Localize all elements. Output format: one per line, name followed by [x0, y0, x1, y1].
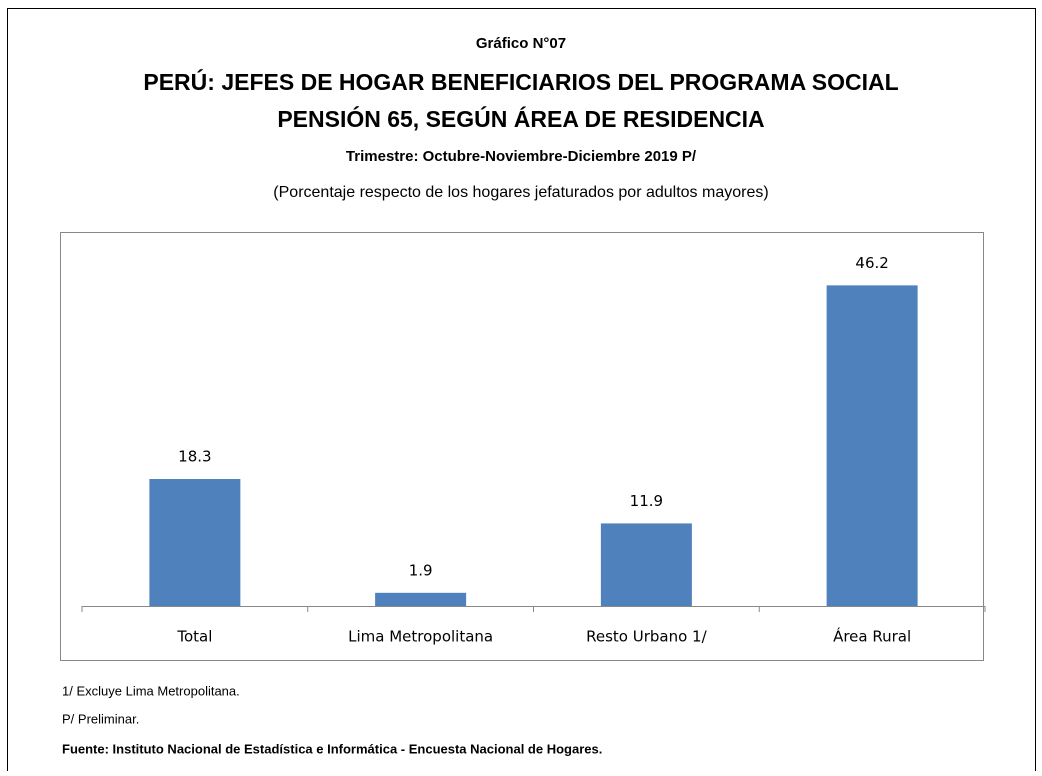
chart-note: (Porcentaje respecto de los hogares jefa…	[273, 184, 768, 201]
bar	[826, 285, 918, 606]
x-tick-label: Lima Metropolitana	[348, 628, 493, 646]
x-tick-label: Área Rural	[833, 627, 911, 646]
chart-subtitle: Trimestre: Octubre-Noviembre-Diciembre 2…	[346, 148, 697, 165]
footnote: 1/ Excluye Lima Metropolitana.	[62, 683, 240, 698]
data-label: 18.3	[178, 447, 211, 465]
data-label: 11.9	[630, 492, 663, 510]
x-tick-label: Resto Urbano 1/	[586, 628, 707, 646]
chart-title: PERÚ: JEFES DE HOGAR BENEFICIARIOS DEL P…	[143, 68, 898, 95]
chart-header: Gráfico N°07	[476, 35, 566, 52]
plot-frame	[60, 232, 984, 661]
data-label: 46.2	[855, 254, 888, 272]
chart-title: PENSIÓN 65, SEGÚN ÁREA DE RESIDENCIA	[277, 105, 764, 132]
source: Fuente: Instituto Nacional de Estadístic…	[62, 741, 602, 756]
footnote: P/ Preliminar.	[62, 711, 139, 726]
bar	[149, 478, 241, 606]
data-label: 1.9	[409, 561, 433, 579]
x-tick-label: Total	[176, 628, 212, 646]
frame	[7, 8, 1036, 776]
bar	[375, 592, 467, 606]
bar	[600, 523, 692, 606]
